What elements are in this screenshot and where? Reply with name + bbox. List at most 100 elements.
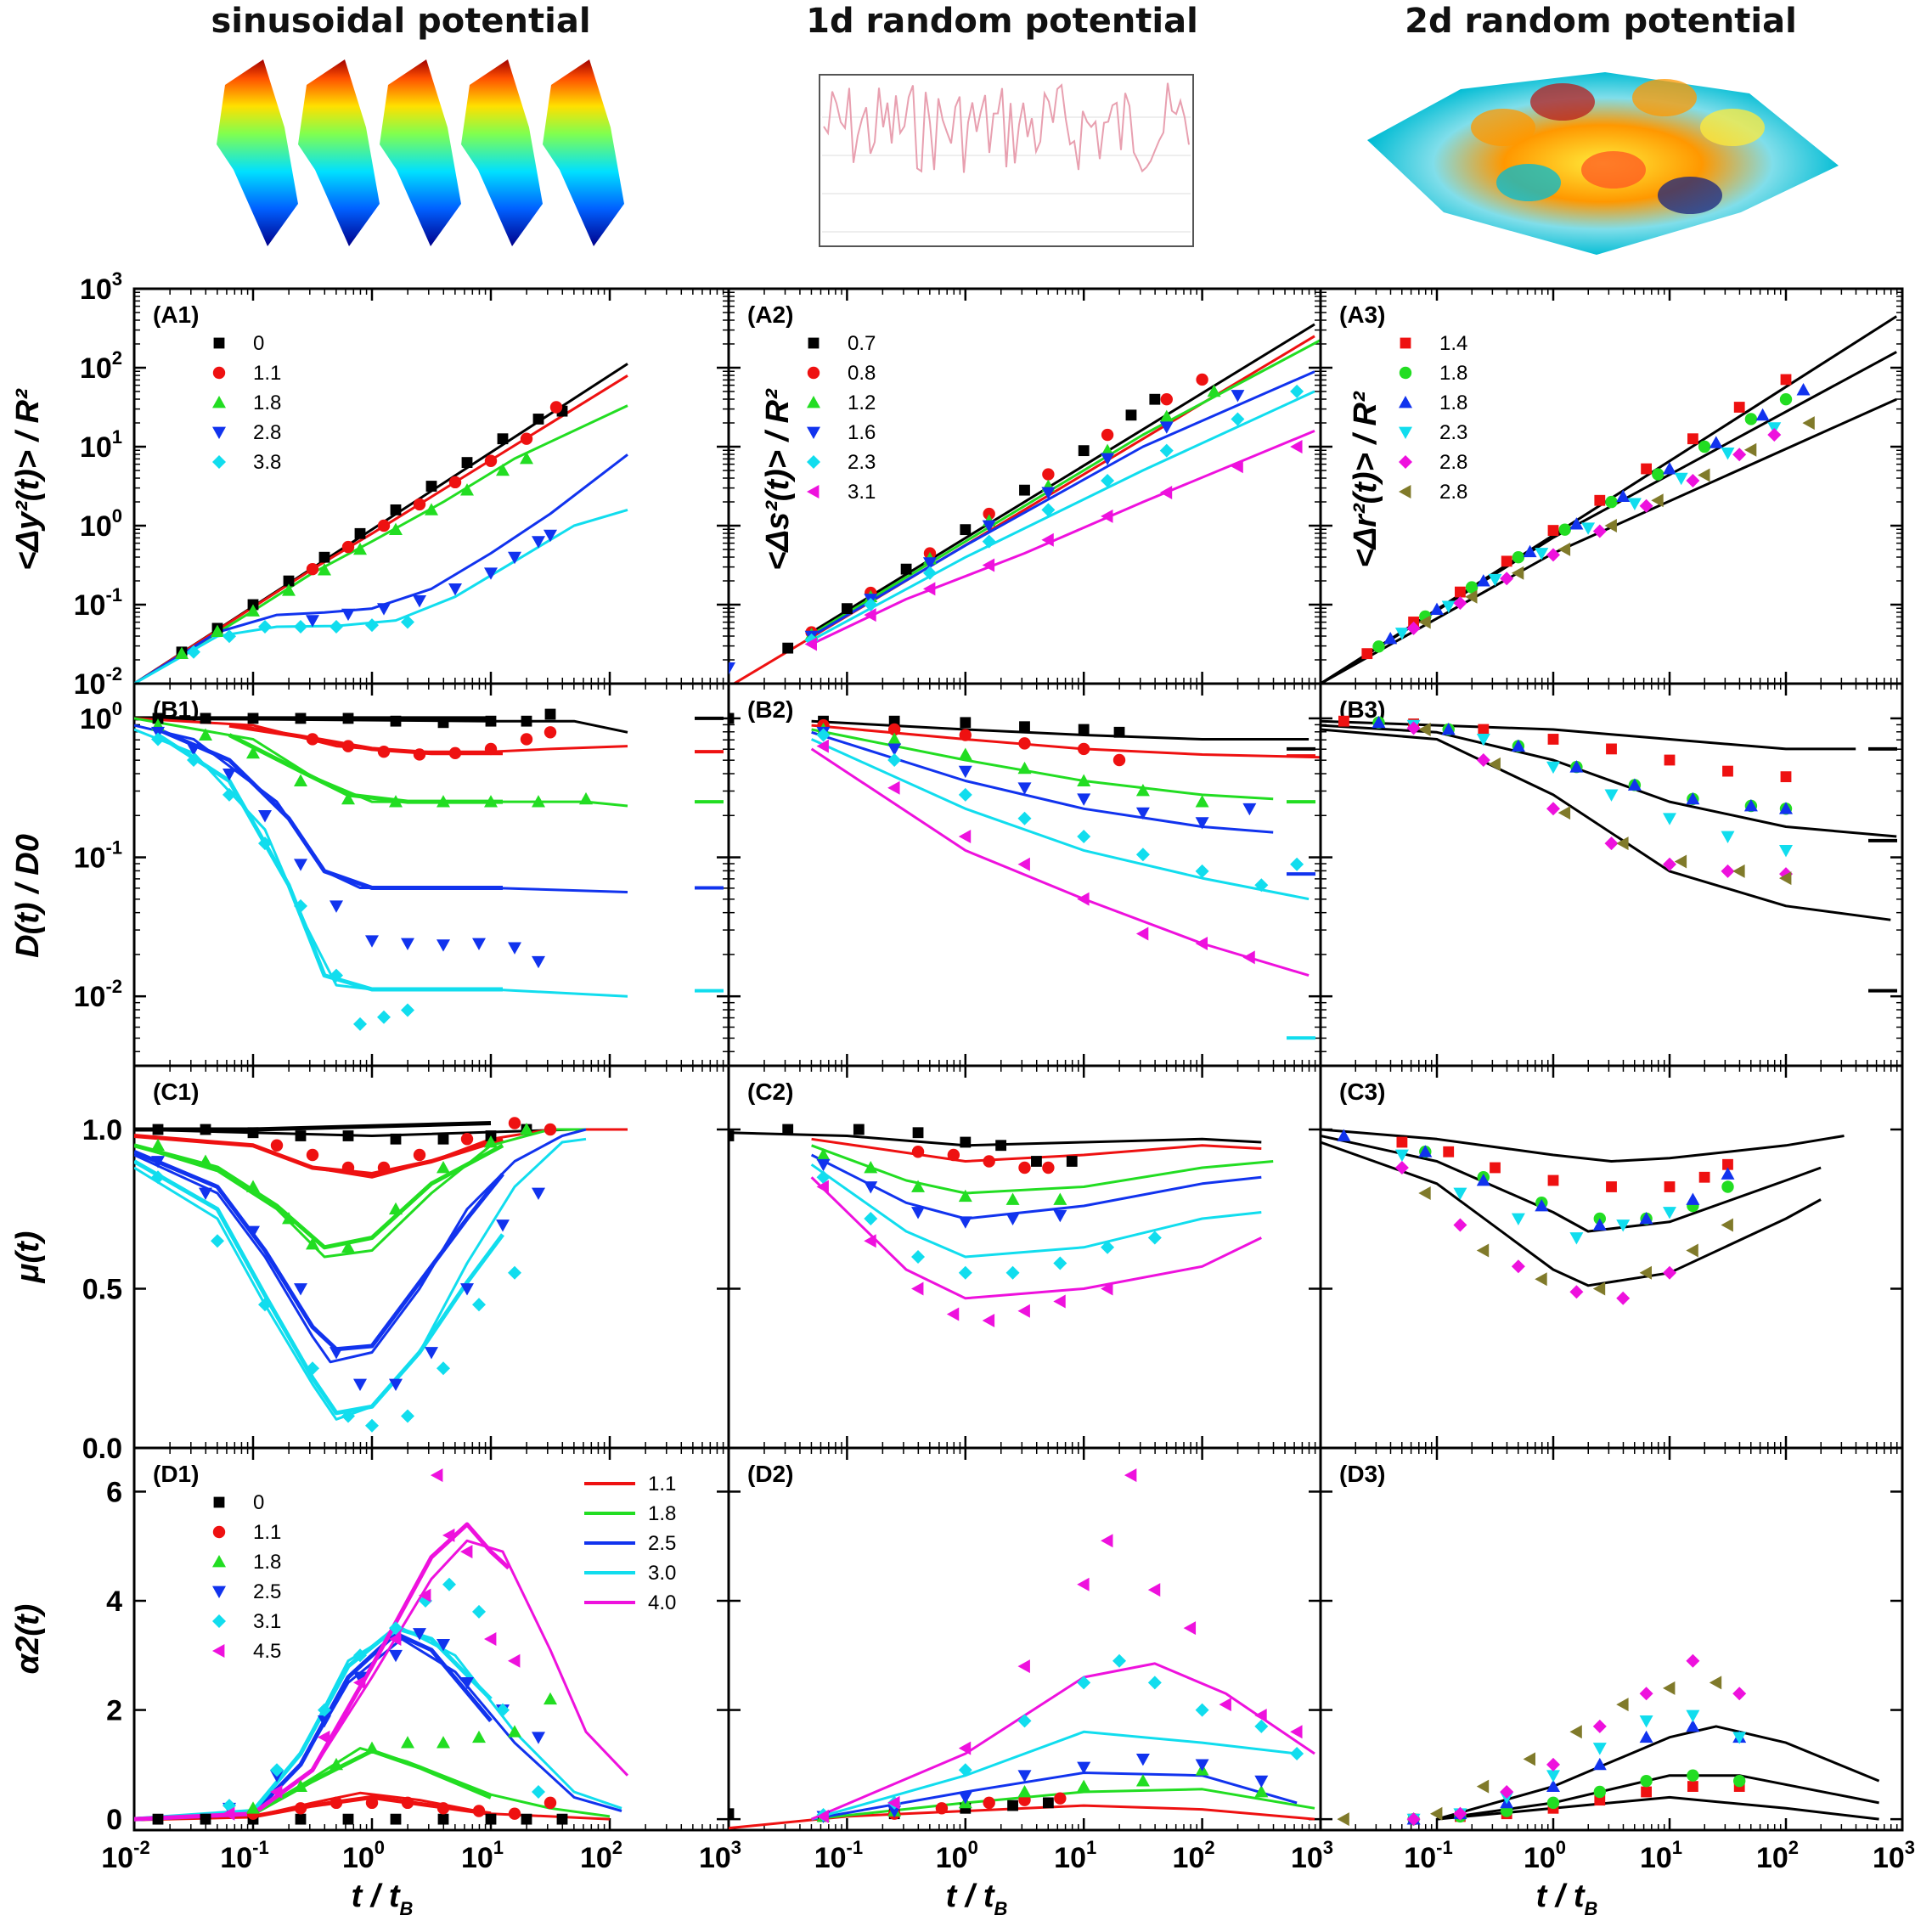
svg-text:α2(t): α2(t) <box>10 1604 46 1675</box>
data-point-square <box>247 713 259 724</box>
data-point-triangle-down <box>1674 472 1688 486</box>
plot-area <box>729 713 1321 977</box>
y-tick-label: 0.0 <box>82 1433 122 1465</box>
data-point-triangle-left <box>1219 1698 1231 1712</box>
line-legend-label: 3.0 <box>648 1562 676 1585</box>
sine-ridge <box>380 59 461 246</box>
data-point-triangle-up <box>460 483 474 496</box>
series-line <box>810 738 1310 901</box>
data-point-triangle-down <box>437 939 450 952</box>
data-point-square <box>729 1130 735 1141</box>
y-tick-label: 103 <box>80 268 122 306</box>
data-point-diamond <box>330 968 343 983</box>
data-point-square <box>853 1124 865 1135</box>
data-point-triangle-left <box>1077 892 1090 906</box>
data-point-triangle-up <box>175 646 189 660</box>
panel-c1: 0.0 0.5 1.0 (C1) <box>82 1064 730 1465</box>
data-point-triangle-down <box>729 662 735 675</box>
data-point-triangle-up <box>864 1161 878 1174</box>
data-point-circle <box>508 1117 521 1129</box>
data-point-circle <box>306 562 319 576</box>
data-point-diamond <box>1511 1259 1525 1274</box>
data-point-diamond <box>1616 1291 1631 1305</box>
data-point-triangle-up <box>520 451 533 465</box>
panel-label: (C3) <box>1339 1079 1385 1105</box>
legend-label: 1.1 <box>253 1521 281 1544</box>
data-point-triangle-down <box>341 608 355 622</box>
data-point-square <box>390 1133 402 1145</box>
data-point-triangle-up <box>318 563 331 576</box>
data-point-triangle-down <box>437 1639 450 1652</box>
data-point-circle <box>520 733 533 746</box>
data-point-diamond <box>508 1265 521 1280</box>
data-point-triangle-down <box>353 1378 367 1391</box>
data-point-triangle-up <box>1418 1145 1433 1158</box>
data-point-triangle-left <box>1418 723 1431 736</box>
data-point-diamond <box>816 728 831 742</box>
data-point-triangle-left <box>1290 1725 1303 1739</box>
series-line <box>157 727 503 890</box>
data-point-triangle-up <box>1254 1785 1269 1798</box>
data-point-triangle-left <box>212 1644 225 1658</box>
data-point-diamond <box>306 1361 319 1376</box>
panel-frame <box>132 682 730 1067</box>
data-point-square <box>1687 433 1698 445</box>
data-point-triangle-left <box>1418 1186 1431 1200</box>
data-point-square <box>1641 1786 1652 1798</box>
data-point-circle <box>1399 366 1412 380</box>
data-point-triangle-down <box>958 1792 972 1805</box>
data-point-triangle-up <box>211 624 224 638</box>
line-legend-label: 1.8 <box>648 1502 676 1525</box>
series-line <box>1436 1795 1879 1821</box>
y-tick-label: 10-2 <box>74 976 122 1013</box>
data-point-triangle-down <box>1453 1187 1467 1200</box>
panel-frame <box>1319 1064 1904 1450</box>
series-line <box>1321 1141 1822 1287</box>
data-point-triangle-down <box>318 1715 331 1728</box>
panel-label: (D1) <box>153 1461 199 1487</box>
x-tick-label: 10-2 <box>101 1837 149 1874</box>
legend-label: 1.1 <box>253 362 281 385</box>
data-point-triangle-left <box>1743 442 1757 457</box>
data-point-triangle-left <box>816 1809 829 1823</box>
data-point-circle <box>1042 468 1055 481</box>
data-point-square <box>782 1124 794 1135</box>
legend-label: 2.8 <box>1439 451 1467 474</box>
data-point-diamond <box>1254 1719 1269 1733</box>
data-point-triangle-up <box>887 732 902 745</box>
data-point-triangle-left <box>946 1307 960 1321</box>
data-point-diamond <box>318 1703 331 1717</box>
x-axis-title-col3: t / tB <box>1536 1878 1598 1919</box>
data-point-square <box>532 414 544 425</box>
axis-title-msd-r: <Δr²(t)> / R² <box>1348 391 1383 567</box>
data-point-triangle-up <box>282 583 296 596</box>
data-point-circle <box>959 729 972 741</box>
data-point-diamond <box>1101 473 1115 487</box>
data-point-circle <box>413 498 426 511</box>
legend-label: 3.1 <box>253 1610 281 1633</box>
data-point-triangle-up <box>437 1161 450 1174</box>
panel-a1: 10-2 10-1 100 101 102 103 (A1) 0 1.1 1.8 2.8 3.8 <box>74 268 730 701</box>
data-point-square <box>390 504 402 515</box>
data-point-square <box>556 1813 568 1825</box>
data-point-triangle-up <box>1430 602 1444 615</box>
data-point-diamond <box>1017 1714 1032 1728</box>
data-point-triangle-left <box>1124 1468 1137 1483</box>
data-point-triangle-left <box>1721 1218 1733 1232</box>
data-point-circle <box>341 540 355 554</box>
data-point-diamond <box>1135 848 1150 862</box>
data-point-square <box>544 708 556 720</box>
panel-grid: 10-2 10-1 100 101 102 103 (A1) 0 1.1 1.8 2.8 3.8 (A2… <box>74 268 1915 1874</box>
data-point-circle <box>294 1802 307 1815</box>
data-point-triangle-left <box>1674 854 1687 869</box>
data-point-square <box>808 337 820 349</box>
data-point-triangle-down <box>508 942 521 955</box>
data-point-diamond <box>887 753 902 767</box>
data-point-diamond <box>365 618 379 633</box>
panel-label: (A1) <box>153 301 199 328</box>
data-point-triangle-down <box>212 426 226 439</box>
data-point-square <box>152 1124 164 1135</box>
data-point-square <box>485 1813 497 1825</box>
data-point-triangle-up <box>1017 1785 1032 1798</box>
data-point-triangle-left <box>484 1632 497 1646</box>
